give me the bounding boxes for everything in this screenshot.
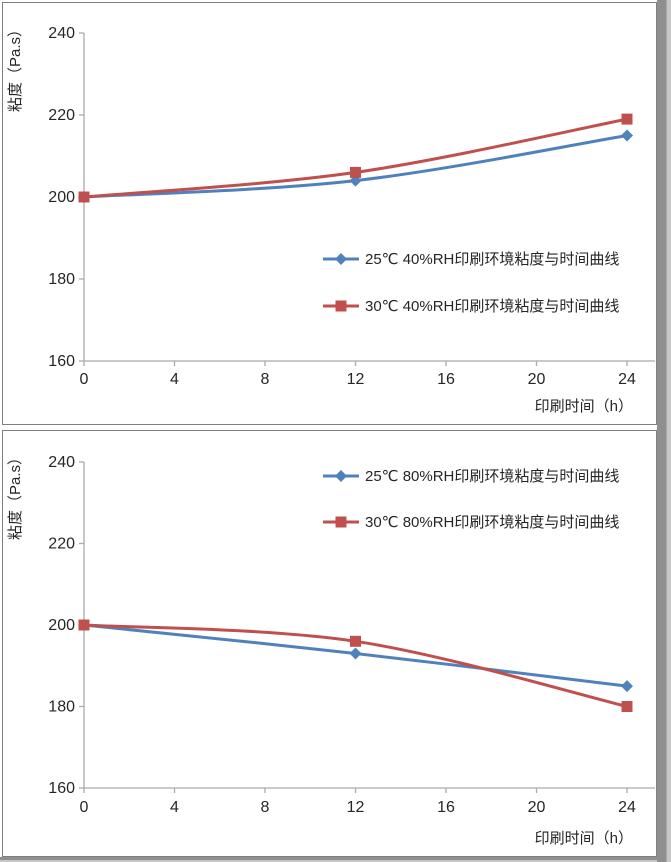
x-tick-label: 8 (261, 371, 270, 388)
viscosity-time-chart-40rh: 160 180 200 220 240 0 4 8 12 16 20 24 粘度（Pa.s） 印刷时间（h… (7, 22, 655, 415)
x-axis-title: 印刷时间（h） (535, 398, 633, 415)
y-tick-label: 240 (48, 454, 75, 471)
x-tick-label: 16 (437, 799, 455, 816)
y-axis-title: 粘度（Pa.s） (7, 22, 24, 112)
x-tick-label: 0 (80, 371, 89, 388)
legend-marker-icon (335, 300, 347, 312)
bottom-chart-panel: 160 180 200 220 240 0 4 8 12 16 20 24 粘度（Pa.s） 印刷时间（h… (2, 430, 657, 857)
y-tick-label: 160 (48, 780, 75, 797)
x-tick-label: 4 (170, 799, 179, 816)
top-chart-panel: 160 180 200 220 240 0 4 8 12 16 20 24 粘度（Pa.s） 印刷时间（h… (2, 2, 657, 425)
legend-marker-icon (335, 253, 347, 265)
y-tick-label: 160 (48, 353, 75, 370)
y-tick-label: 180 (48, 699, 75, 716)
data-point-marker-1 (78, 191, 90, 203)
x-tick-label: 12 (347, 371, 365, 388)
y-tick-label: 200 (48, 617, 75, 634)
legend-label: 25℃ 80%RH印刷环境粘度与时间曲线 (365, 467, 619, 485)
page-shadow-bottom (0, 857, 657, 862)
legend-marker-icon (335, 470, 347, 482)
data-point-marker-1 (621, 113, 633, 125)
legend-label: 30℃ 40%RH印刷环境粘度与时间曲线 (365, 297, 619, 315)
x-tick-label: 24 (618, 799, 636, 816)
x-tick-label: 8 (261, 799, 270, 816)
data-point-marker-1 (350, 635, 361, 647)
data-point-marker-1 (350, 166, 361, 178)
x-tick-label: 16 (437, 371, 455, 388)
data-point-marker-0 (621, 129, 633, 142)
data-point-marker-0 (621, 680, 633, 693)
page-shadow-right (657, 0, 671, 862)
data-point-marker-1 (78, 619, 90, 631)
x-tick-label: 20 (528, 799, 546, 816)
x-tick-label: 24 (618, 371, 636, 388)
y-tick-label: 240 (48, 25, 75, 42)
x-axis-title: 印刷时间（h） (535, 830, 633, 847)
viscosity-time-chart-80rh: 160 180 200 220 240 0 4 8 12 16 20 24 粘度（Pa.s） 印刷时间（h… (7, 450, 655, 847)
data-point-marker-0 (349, 647, 362, 660)
x-tick-label: 20 (528, 371, 546, 388)
y-tick-label: 220 (48, 536, 75, 553)
legend-marker-icon (335, 516, 347, 528)
y-tick-label: 200 (48, 189, 75, 206)
x-tick-label: 12 (347, 799, 365, 816)
y-tick-label: 180 (48, 271, 75, 288)
x-tick-label: 4 (170, 371, 179, 388)
series-line-0 (82, 134, 629, 199)
data-point-marker-1 (621, 701, 633, 712)
x-tick-label: 0 (80, 799, 89, 816)
legend-label: 25℃ 40%RH印刷环境粘度与时间曲线 (365, 250, 619, 268)
legend-label: 30℃ 80%RH印刷环境粘度与时间曲线 (365, 513, 619, 531)
y-tick-label: 220 (48, 107, 75, 124)
y-axis-title: 粘度（Pa.s） (7, 450, 24, 540)
